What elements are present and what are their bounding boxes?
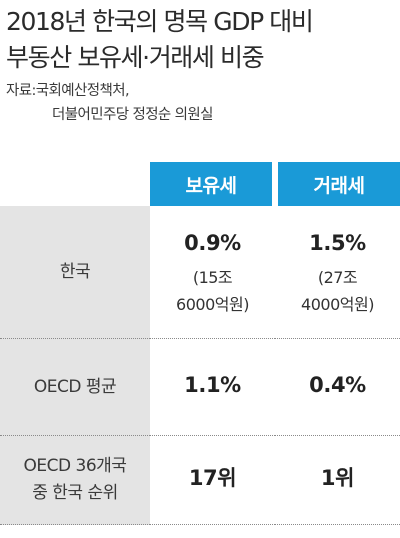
value-amount-line-2: 4000억원): [301, 295, 374, 314]
column-header-holding-tax: 보유세: [150, 162, 275, 206]
tax-comparison-table: 보유세 거래세 한국 0.9% (15조 6000억원) 1.5% (27조 4…: [0, 162, 400, 525]
row-label-oecd-average: OECD 평균: [0, 338, 150, 436]
title-line-2: 부동산 보유세·거래세 비중: [6, 43, 265, 72]
value-main: 0.9%: [184, 231, 241, 255]
value-amount-line-1: (15조: [192, 268, 233, 287]
row-label-line: 중 한국 순위: [32, 483, 118, 503]
table-row: OECD 평균 1.1% 0.4%: [0, 338, 400, 436]
row-label-korea: 한국: [0, 206, 150, 339]
row-label-oecd-rank: OECD 36개국 중 한국 순위: [0, 435, 150, 525]
cell-oecd-average-holding-tax: 1.1%: [150, 338, 275, 436]
source-line-1: 자료:국회예산정책처,: [6, 83, 130, 99]
table-row: OECD 36개국 중 한국 순위 17위 1위: [0, 435, 400, 525]
value-main: 1.5%: [309, 231, 366, 255]
cell-oecd-average-transaction-tax: 0.4%: [275, 338, 400, 436]
header-blank-cell: [0, 162, 150, 206]
value-amount-line-1: (27조: [317, 268, 358, 287]
value-main: 1위: [320, 466, 355, 490]
cell-oecd-rank-transaction-tax: 1위: [275, 435, 400, 525]
cell-korea-holding-tax: 0.9% (15조 6000억원): [150, 206, 275, 339]
value-amount-line-2: 6000억원): [176, 295, 249, 314]
header-row: 보유세 거래세: [0, 162, 400, 206]
cell-korea-transaction-tax: 1.5% (27조 4000억원): [275, 206, 400, 339]
source-line-2: 더불어민주당 정정순 의원실: [52, 107, 214, 123]
cell-oecd-rank-holding-tax: 17위: [150, 435, 275, 525]
chart-title: 2018년 한국의 명목 GDP 대비 부동산 보유세·거래세 비중: [6, 4, 396, 76]
value-main: 1.1%: [184, 373, 241, 397]
title-line-1: 2018년 한국의 명목 GDP 대비: [6, 7, 314, 36]
source-note: 자료:국회예산정책처, 더불어민주당 정정순 의원실: [6, 79, 214, 127]
row-label-line: OECD 36개국: [23, 456, 127, 476]
table-row: 한국 0.9% (15조 6000억원) 1.5% (27조 4000억원): [0, 206, 400, 339]
value-main: 17위: [188, 466, 237, 490]
row-label-line: 한국: [59, 261, 91, 282]
row-label-line: OECD 평균: [33, 376, 117, 397]
column-header-transaction-tax: 거래세: [272, 162, 400, 206]
value-main: 0.4%: [309, 373, 366, 397]
